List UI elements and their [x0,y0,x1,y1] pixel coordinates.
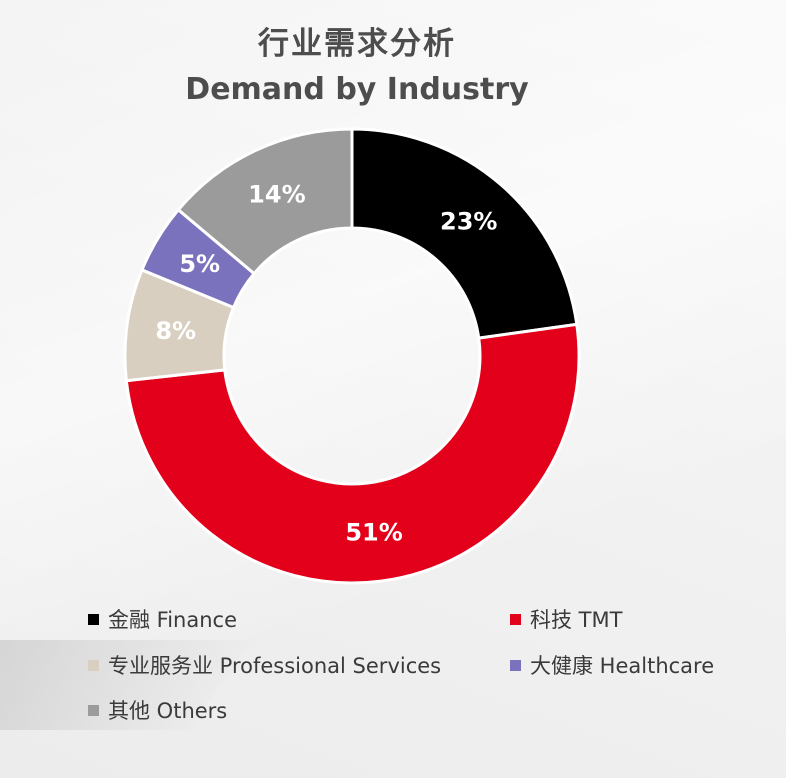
legend-label-others: 其他 Others [108,699,228,723]
legend-item-professional: 专业服务业 Professional Services [88,650,441,680]
data-label-healthcare: 5% [179,250,220,278]
slice-tmt [124,322,581,585]
legend-swatch-finance [88,613,99,625]
chart-title: 行业需求分析 [258,26,456,62]
data-label-others: 14% [248,181,305,209]
legend-item-tmt: 科技 TMT [510,604,622,634]
legend-swatch-healthcare [510,659,521,671]
legend-item-healthcare: 大健康 Healthcare [510,650,714,680]
legend-swatch-others [88,704,99,716]
legend-swatch-professional [88,659,99,671]
data-label-tmt: 51% [345,519,402,547]
legend-label-tmt: 科技 TMT [530,608,623,632]
legend-label-healthcare: 大健康 Healthcare [530,654,715,678]
chart-subtitle: Demand by Industry [185,72,529,107]
data-label-finance: 23% [440,208,497,236]
legend-item-finance: 金融 Finance [88,604,237,634]
legend-label-professional: 专业服务业 Professional Services [108,654,442,678]
slice-finance [350,127,579,340]
data-label-professional: 8% [155,317,196,345]
legend-item-others: 其他 Others [88,695,227,725]
legend-label-finance: 金融 Finance [108,608,238,632]
slice-others [176,127,354,276]
legend-swatch-tmt [510,613,521,625]
